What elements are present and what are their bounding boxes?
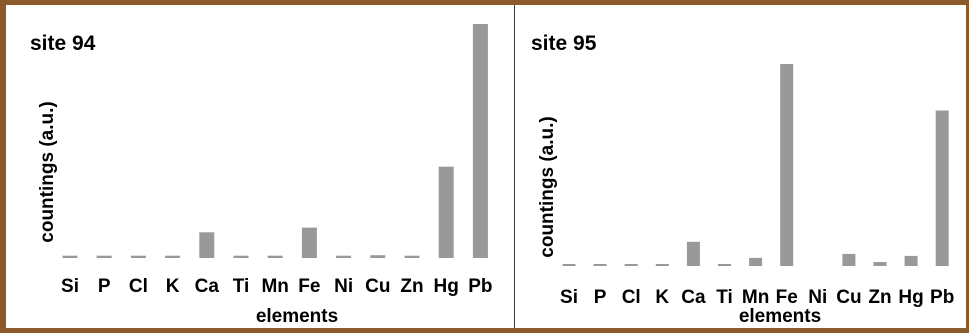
bar-p	[593, 264, 607, 266]
bar-ti	[718, 264, 731, 266]
x-tick-mn: Mn	[261, 276, 288, 297]
bar-p	[96, 255, 112, 258]
bar-group	[562, 64, 949, 266]
chart-title: site 95	[531, 32, 597, 55]
bar-ca	[199, 232, 215, 258]
x-tick-ti: Ti	[233, 276, 250, 297]
bar-cu	[842, 253, 856, 266]
x-tick-fe: Fe	[298, 276, 320, 297]
x-tick-ca: Ca	[195, 276, 220, 297]
y-axis-label: countings (a.u.)	[37, 101, 58, 242]
bar-k	[655, 264, 669, 266]
x-tick-si: Si	[61, 276, 79, 297]
bar-pb	[472, 24, 488, 258]
x-tick-labels: Si P Cl K Ca Ti Mn Fe Ni Cu Zn Hg Pb	[61, 276, 493, 297]
x-tick-p: P	[98, 276, 111, 297]
x-tick-zn: Zn	[400, 276, 423, 297]
bar-ca	[686, 241, 700, 266]
bar-cl	[624, 264, 638, 266]
bar-mn	[267, 255, 283, 258]
x-axis-label: elements	[256, 306, 338, 327]
x-axis-label: elements	[739, 306, 821, 327]
bar-fe	[780, 64, 794, 266]
x-tick-k: K	[166, 276, 180, 297]
chart-title: site 94	[30, 32, 96, 55]
bar-pb	[935, 110, 949, 266]
panel-divider	[514, 5, 515, 328]
bar-k	[165, 255, 181, 258]
bar-mn	[749, 257, 763, 266]
bar-ni	[336, 255, 352, 258]
x-tick-cu: Cu	[365, 276, 390, 297]
x-tick-hg: Hg	[898, 287, 923, 308]
x-tick-hg: Hg	[434, 276, 459, 297]
bar-ti	[233, 255, 249, 258]
chart-site-94: site 94 countings (a.u.) Si P Cl K Ca Ti Mn Fe N…	[30, 24, 493, 327]
bar-zn	[404, 255, 420, 258]
bar-group	[62, 24, 488, 258]
x-tick-cl: Cl	[622, 287, 641, 308]
x-tick-fe: Fe	[776, 287, 798, 308]
x-tick-ni: Ni	[808, 287, 827, 308]
bar-hg	[438, 166, 454, 258]
bar-fe	[301, 227, 317, 258]
bar-cl	[130, 255, 146, 258]
x-tick-mn: Mn	[742, 287, 769, 308]
bar-si	[562, 264, 576, 266]
chart-site-95: site 95 countings (a.u.) Si P Cl K Ca Ti Mn Fe N…	[531, 32, 954, 327]
x-tick-ti: Ti	[716, 287, 733, 308]
x-tick-ca: Ca	[681, 287, 706, 308]
x-tick-pb: Pb	[930, 287, 954, 308]
bar-si	[62, 255, 78, 258]
bar-cu	[370, 255, 386, 258]
x-tick-pb: Pb	[468, 276, 492, 297]
bar-zn	[873, 262, 887, 266]
x-tick-p: P	[594, 287, 607, 308]
x-tick-k: K	[655, 287, 669, 308]
x-tick-cl: Cl	[129, 276, 148, 297]
bar-hg	[904, 255, 918, 266]
y-axis-label: countings (a.u.)	[537, 116, 558, 257]
x-tick-zn: Zn	[868, 287, 891, 308]
x-tick-cu: Cu	[836, 287, 861, 308]
x-tick-labels: Si P Cl K Ca Ti Mn Fe Ni Cu Zn Hg Pb	[560, 287, 954, 308]
x-tick-si: Si	[560, 287, 578, 308]
x-tick-ni: Ni	[334, 276, 353, 297]
